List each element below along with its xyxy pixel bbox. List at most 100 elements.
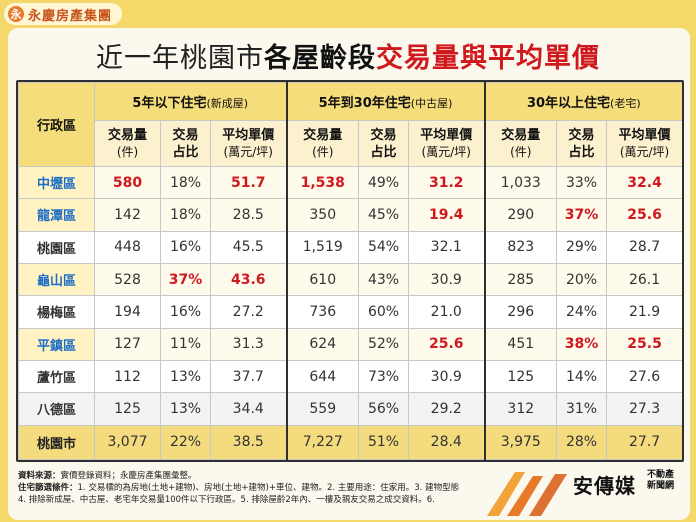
data-cell: 28.5 bbox=[210, 198, 287, 232]
data-cell: 624 bbox=[285, 327, 359, 361]
data-cell: 31.3 bbox=[210, 327, 287, 361]
brand-logo: 永 永慶房產集團 bbox=[4, 3, 123, 25]
col-volume-header: 交易量 (件) bbox=[94, 120, 161, 167]
col-ratio-header: 交易 占比 bbox=[358, 120, 409, 167]
data-cell: 22% bbox=[160, 424, 211, 460]
data-cell: 21.0 bbox=[407, 295, 486, 329]
data-cell: 11% bbox=[160, 327, 211, 361]
col-price-header: 平均單價 (萬元/坪) bbox=[407, 120, 486, 167]
data-cell: 73% bbox=[358, 359, 409, 394]
data-cell: 37% bbox=[160, 262, 211, 297]
data-cell: 43% bbox=[358, 262, 409, 297]
data-cell: 127 bbox=[94, 327, 161, 361]
data-cell: 27.7 bbox=[606, 424, 682, 460]
data-cell: 60% bbox=[358, 295, 409, 329]
brand-name: 安傳媒 bbox=[573, 474, 636, 498]
data-cell: 28% bbox=[556, 424, 608, 460]
group-header-new: 5年以下住宅(新成屋) bbox=[94, 82, 287, 121]
data-cell: 112 bbox=[94, 359, 161, 394]
data-cell: 142 bbox=[94, 198, 161, 232]
data-cell: 29% bbox=[556, 230, 608, 264]
table-row: 龍潭區 142 18% 28.5 350 45% 19.4 290 37% 25.6 bbox=[18, 198, 682, 232]
data-cell: 125 bbox=[94, 392, 161, 426]
table-row: 蘆竹區 112 13% 37.7 644 73% 30.9 125 14% 27.6 bbox=[18, 359, 682, 394]
data-cell: 14% bbox=[556, 359, 608, 394]
data-cell: 52% bbox=[358, 327, 409, 361]
region-cell: 蘆竹區 bbox=[18, 359, 95, 394]
col-price-header: 平均單價 (萬元/坪) bbox=[606, 120, 682, 167]
total-row: 桃園市 3,077 22% 38.5 7,227 51% 28.4 3,975 28% 27.7 bbox=[18, 424, 682, 460]
brand-logo-icon bbox=[487, 472, 567, 516]
data-cell: 25.6 bbox=[407, 327, 486, 361]
region-cell: 八德區 bbox=[18, 392, 95, 426]
data-cell: 3,975 bbox=[483, 424, 558, 460]
data-cell: 580 bbox=[94, 165, 161, 200]
data-cell: 30.9 bbox=[407, 359, 486, 394]
region-cell: 平鎮區 bbox=[18, 327, 95, 361]
data-cell: 25.5 bbox=[606, 327, 682, 361]
data-cell: 20% bbox=[556, 262, 608, 297]
title-part-1: 近一年桃園市 bbox=[96, 43, 264, 74]
data-cell: 29.2 bbox=[407, 392, 486, 426]
title-part-3: 交易量與平均單價 bbox=[376, 43, 600, 74]
data-cell: 285 bbox=[483, 262, 558, 297]
data-cell: 1,519 bbox=[285, 230, 359, 264]
table-row: 龜山區 528 37% 43.6 610 43% 30.9 285 20% 26.1 bbox=[18, 262, 682, 297]
data-cell: 448 bbox=[94, 230, 161, 264]
data-cell: 28.7 bbox=[606, 230, 682, 264]
logo-icon: 永 bbox=[8, 6, 24, 22]
data-cell: 1,033 bbox=[483, 165, 558, 200]
data-cell: 27.6 bbox=[606, 359, 682, 394]
group-header-old: 30年以上住宅(老宅) bbox=[483, 82, 682, 121]
data-cell: 24% bbox=[556, 295, 608, 329]
data-cell: 32.1 bbox=[407, 230, 486, 264]
col-volume-header: 交易量 (件) bbox=[483, 120, 558, 167]
region-cell: 桃園市 bbox=[18, 424, 95, 460]
col-ratio-header: 交易 占比 bbox=[160, 120, 211, 167]
data-cell: 18% bbox=[160, 198, 211, 232]
data-cell: 27.3 bbox=[606, 392, 682, 426]
data-cell: 45.5 bbox=[210, 230, 287, 264]
data-cell: 34.4 bbox=[210, 392, 287, 426]
region-cell: 中壢區 bbox=[18, 165, 95, 200]
data-cell: 559 bbox=[285, 392, 359, 426]
data-cell: 290 bbox=[483, 198, 558, 232]
data-table: 行政區 5年以下住宅(新成屋) 5年到30年住宅(中古屋) 30年以上住宅(老宅… bbox=[16, 80, 684, 462]
data-cell: 21.9 bbox=[606, 295, 682, 329]
data-cell: 32.4 bbox=[606, 165, 682, 200]
brand-sub: 不動產 新聞網 bbox=[647, 470, 675, 491]
region-header: 行政區 bbox=[18, 82, 95, 167]
data-cell: 451 bbox=[483, 327, 558, 361]
data-cell: 27.2 bbox=[210, 295, 287, 329]
title-part-2: 各屋齡段 bbox=[264, 43, 376, 74]
data-cell: 51.7 bbox=[210, 165, 287, 200]
region-cell: 龜山區 bbox=[18, 262, 95, 297]
data-cell: 16% bbox=[160, 295, 211, 329]
data-cell: 49% bbox=[358, 165, 409, 200]
table-row: 中壢區 580 18% 51.7 1,538 49% 31.2 1,033 33% 32.4 bbox=[18, 165, 682, 200]
region-cell: 龍潭區 bbox=[18, 198, 95, 232]
footnote: 資料來源：實價登錄資料；永慶房產集團彙整。 住宅篩選條件：1. 交易標的為房地(… bbox=[18, 471, 460, 505]
data-cell: 19.4 bbox=[407, 198, 486, 232]
data-cell: 312 bbox=[483, 392, 558, 426]
data-cell: 30.9 bbox=[407, 262, 486, 297]
page-title: 近一年桃園市各屋齡段交易量與平均單價 bbox=[0, 36, 696, 74]
data-cell: 28.4 bbox=[407, 424, 486, 460]
region-cell: 桃園區 bbox=[18, 230, 95, 264]
table-row: 八德區 125 13% 34.4 559 56% 29.2 312 31% 27.3 bbox=[18, 392, 682, 426]
table-row: 楊梅區 194 16% 27.2 736 60% 21.0 296 24% 21.9 bbox=[18, 295, 682, 329]
data-cell: 38% bbox=[556, 327, 608, 361]
data-cell: 43.6 bbox=[210, 262, 287, 297]
data-cell: 194 bbox=[94, 295, 161, 329]
data-cell: 26.1 bbox=[606, 262, 682, 297]
data-cell: 3,077 bbox=[94, 424, 161, 460]
data-cell: 1,538 bbox=[285, 165, 359, 200]
col-price-header: 平均單價 (萬元/坪) bbox=[210, 120, 287, 167]
watermark-brand: 安傳媒 不動產 新聞網 bbox=[485, 462, 693, 520]
table-row: 平鎮區 127 11% 31.3 624 52% 25.6 451 38% 25.5 bbox=[18, 327, 682, 361]
data-cell: 350 bbox=[285, 198, 359, 232]
data-cell: 56% bbox=[358, 392, 409, 426]
data-cell: 18% bbox=[160, 165, 211, 200]
data-cell: 37.7 bbox=[210, 359, 287, 394]
data-cell: 296 bbox=[483, 295, 558, 329]
